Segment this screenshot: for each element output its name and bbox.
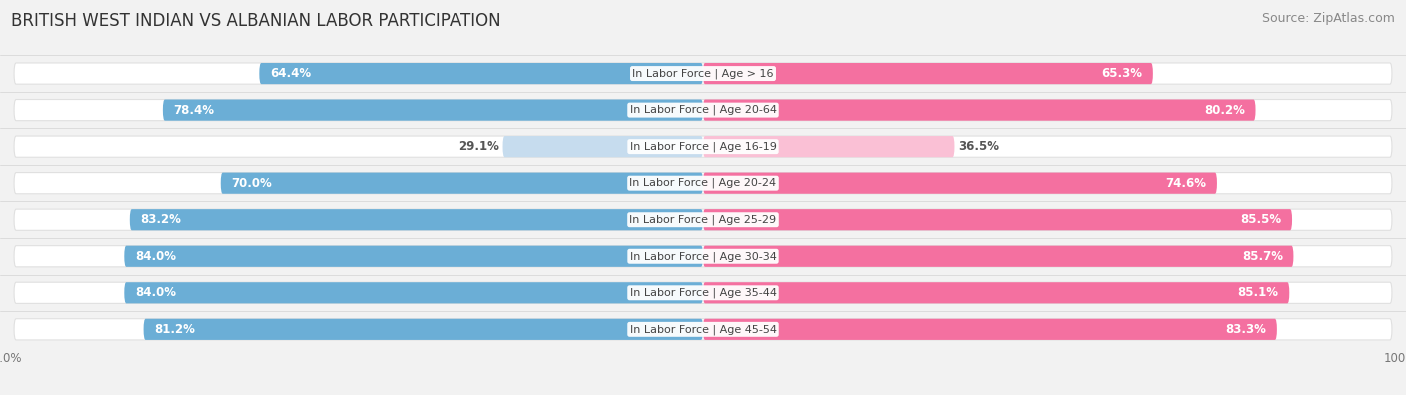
FancyBboxPatch shape [124,246,703,267]
Text: Source: ZipAtlas.com: Source: ZipAtlas.com [1261,12,1395,25]
Text: 84.0%: 84.0% [135,250,176,263]
FancyBboxPatch shape [14,173,1392,194]
Text: In Labor Force | Age 16-19: In Labor Force | Age 16-19 [630,141,776,152]
FancyBboxPatch shape [14,136,1392,157]
FancyBboxPatch shape [703,319,1277,340]
Text: 85.7%: 85.7% [1241,250,1282,263]
FancyBboxPatch shape [14,63,1392,84]
Text: 85.1%: 85.1% [1237,286,1278,299]
Text: 29.1%: 29.1% [458,140,499,153]
FancyBboxPatch shape [221,173,703,194]
Text: 83.2%: 83.2% [141,213,181,226]
Text: In Labor Force | Age 45-54: In Labor Force | Age 45-54 [630,324,776,335]
Text: 81.2%: 81.2% [155,323,195,336]
Text: 74.6%: 74.6% [1166,177,1206,190]
FancyBboxPatch shape [129,209,703,230]
Text: 36.5%: 36.5% [957,140,1000,153]
Text: 64.4%: 64.4% [270,67,311,80]
FancyBboxPatch shape [703,246,1294,267]
Text: 84.0%: 84.0% [135,286,176,299]
FancyBboxPatch shape [703,100,1256,121]
Text: In Labor Force | Age 35-44: In Labor Force | Age 35-44 [630,288,776,298]
Text: In Labor Force | Age > 16: In Labor Force | Age > 16 [633,68,773,79]
FancyBboxPatch shape [14,246,1392,267]
FancyBboxPatch shape [14,100,1392,121]
Text: 80.2%: 80.2% [1204,103,1244,117]
FancyBboxPatch shape [703,173,1218,194]
FancyBboxPatch shape [124,282,703,303]
Text: 85.5%: 85.5% [1240,213,1281,226]
FancyBboxPatch shape [703,282,1289,303]
FancyBboxPatch shape [703,63,1153,84]
Text: 65.3%: 65.3% [1101,67,1142,80]
Text: BRITISH WEST INDIAN VS ALBANIAN LABOR PARTICIPATION: BRITISH WEST INDIAN VS ALBANIAN LABOR PA… [11,12,501,30]
FancyBboxPatch shape [14,319,1392,340]
FancyBboxPatch shape [259,63,703,84]
Text: In Labor Force | Age 25-29: In Labor Force | Age 25-29 [630,214,776,225]
FancyBboxPatch shape [143,319,703,340]
Text: In Labor Force | Age 20-64: In Labor Force | Age 20-64 [630,105,776,115]
FancyBboxPatch shape [14,209,1392,230]
FancyBboxPatch shape [703,209,1292,230]
Text: 78.4%: 78.4% [173,103,215,117]
FancyBboxPatch shape [14,282,1392,303]
Text: 83.3%: 83.3% [1226,323,1267,336]
FancyBboxPatch shape [163,100,703,121]
Text: 70.0%: 70.0% [232,177,271,190]
FancyBboxPatch shape [502,136,703,157]
FancyBboxPatch shape [703,136,955,157]
Text: In Labor Force | Age 30-34: In Labor Force | Age 30-34 [630,251,776,261]
Text: In Labor Force | Age 20-24: In Labor Force | Age 20-24 [630,178,776,188]
